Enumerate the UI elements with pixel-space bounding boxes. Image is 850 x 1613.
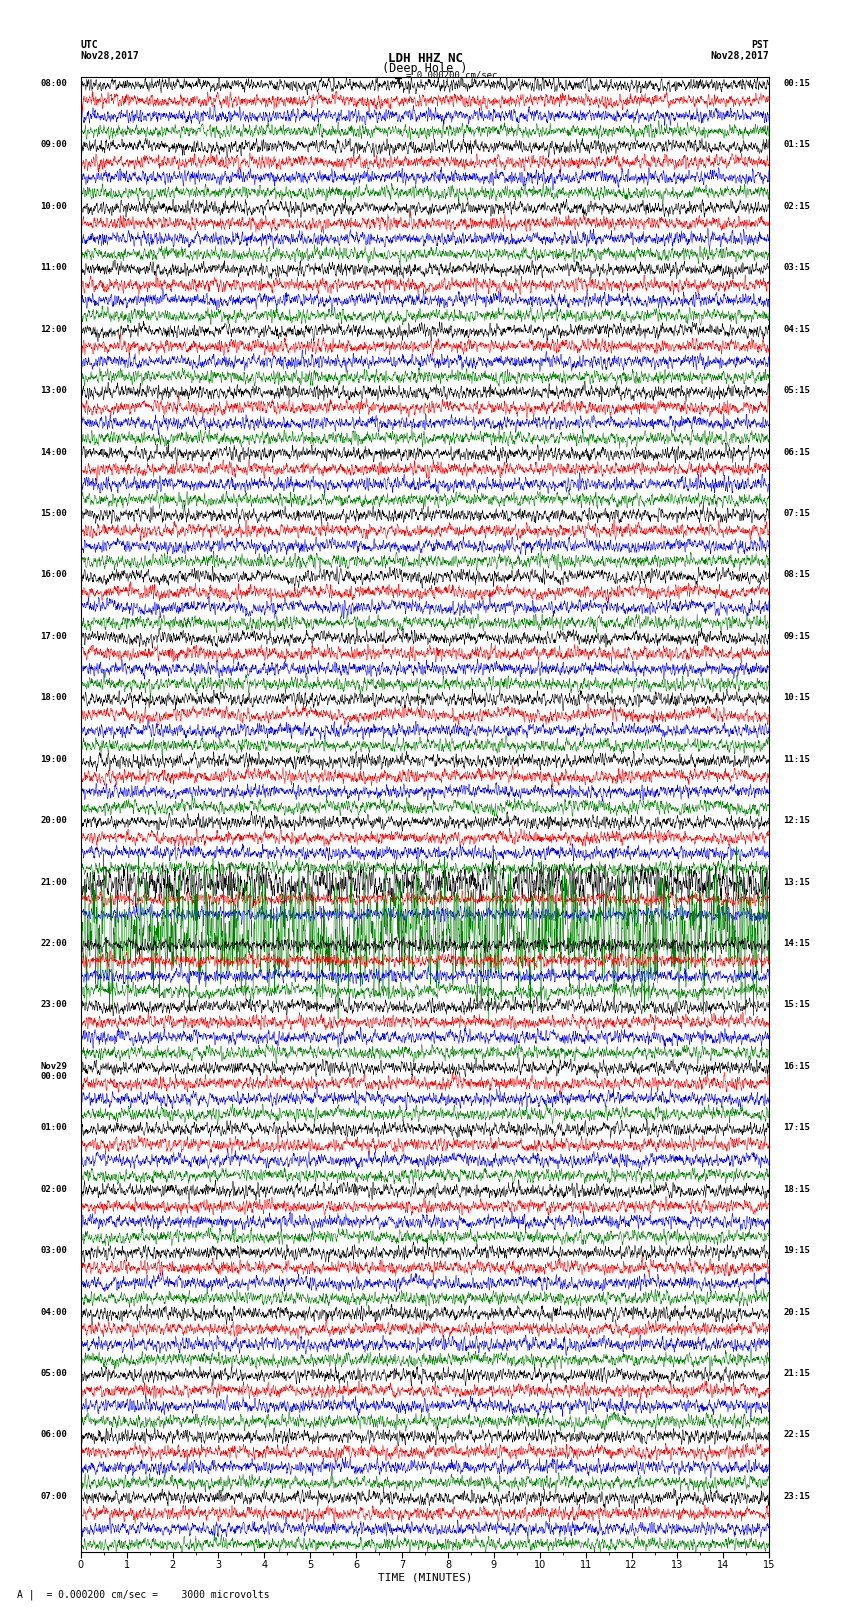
Text: Nov29
00:00: Nov29 00:00 — [40, 1061, 67, 1081]
Text: 16:00: 16:00 — [40, 571, 67, 579]
Text: PST
Nov28,2017: PST Nov28,2017 — [711, 40, 769, 61]
Text: 12:00: 12:00 — [40, 324, 67, 334]
Text: 13:15: 13:15 — [783, 877, 810, 887]
Text: UTC
Nov28,2017: UTC Nov28,2017 — [81, 40, 139, 61]
Text: (Deep Hole ): (Deep Hole ) — [382, 61, 468, 76]
Text: LDH HHZ NC: LDH HHZ NC — [388, 52, 462, 65]
Text: 14:00: 14:00 — [40, 447, 67, 456]
Text: 03:15: 03:15 — [783, 263, 810, 273]
Text: 06:15: 06:15 — [783, 447, 810, 456]
Text: 22:00: 22:00 — [40, 939, 67, 948]
Text: 02:00: 02:00 — [40, 1184, 67, 1194]
Text: 20:15: 20:15 — [783, 1308, 810, 1316]
Text: 02:15: 02:15 — [783, 202, 810, 211]
Text: 01:00: 01:00 — [40, 1123, 67, 1132]
Text: 18:00: 18:00 — [40, 694, 67, 702]
Text: 05:15: 05:15 — [783, 386, 810, 395]
Text: 11:15: 11:15 — [783, 755, 810, 763]
Text: 23:00: 23:00 — [40, 1000, 67, 1010]
Text: 04:00: 04:00 — [40, 1308, 67, 1316]
Text: 08:00: 08:00 — [40, 79, 67, 89]
Text: 06:00: 06:00 — [40, 1431, 67, 1439]
Text: 03:00: 03:00 — [40, 1247, 67, 1255]
Text: 17:15: 17:15 — [783, 1123, 810, 1132]
Text: 08:15: 08:15 — [783, 571, 810, 579]
X-axis label: TIME (MINUTES): TIME (MINUTES) — [377, 1573, 473, 1582]
Text: 23:15: 23:15 — [783, 1492, 810, 1500]
Text: 09:15: 09:15 — [783, 632, 810, 640]
Text: 17:00: 17:00 — [40, 632, 67, 640]
Text: 19:15: 19:15 — [783, 1247, 810, 1255]
Text: 21:15: 21:15 — [783, 1369, 810, 1378]
Text: 04:15: 04:15 — [783, 324, 810, 334]
Text: 19:00: 19:00 — [40, 755, 67, 763]
Text: 18:15: 18:15 — [783, 1184, 810, 1194]
Text: 11:00: 11:00 — [40, 263, 67, 273]
Text: 10:15: 10:15 — [783, 694, 810, 702]
Text: 13:00: 13:00 — [40, 386, 67, 395]
Text: A |  = 0.000200 cm/sec =    3000 microvolts: A | = 0.000200 cm/sec = 3000 microvolts — [17, 1589, 269, 1600]
Text: 07:00: 07:00 — [40, 1492, 67, 1500]
Text: 00:15: 00:15 — [783, 79, 810, 89]
Text: 12:15: 12:15 — [783, 816, 810, 826]
Text: 05:00: 05:00 — [40, 1369, 67, 1378]
Text: 21:00: 21:00 — [40, 877, 67, 887]
Text: 15:15: 15:15 — [783, 1000, 810, 1010]
Text: 10:00: 10:00 — [40, 202, 67, 211]
Text: 01:15: 01:15 — [783, 140, 810, 150]
Text: = 0.000200 cm/sec: = 0.000200 cm/sec — [406, 71, 497, 79]
Text: 15:00: 15:00 — [40, 510, 67, 518]
Text: 09:00: 09:00 — [40, 140, 67, 150]
Text: 22:15: 22:15 — [783, 1431, 810, 1439]
Text: 20:00: 20:00 — [40, 816, 67, 826]
Text: 14:15: 14:15 — [783, 939, 810, 948]
Text: 16:15: 16:15 — [783, 1061, 810, 1071]
Text: 07:15: 07:15 — [783, 510, 810, 518]
